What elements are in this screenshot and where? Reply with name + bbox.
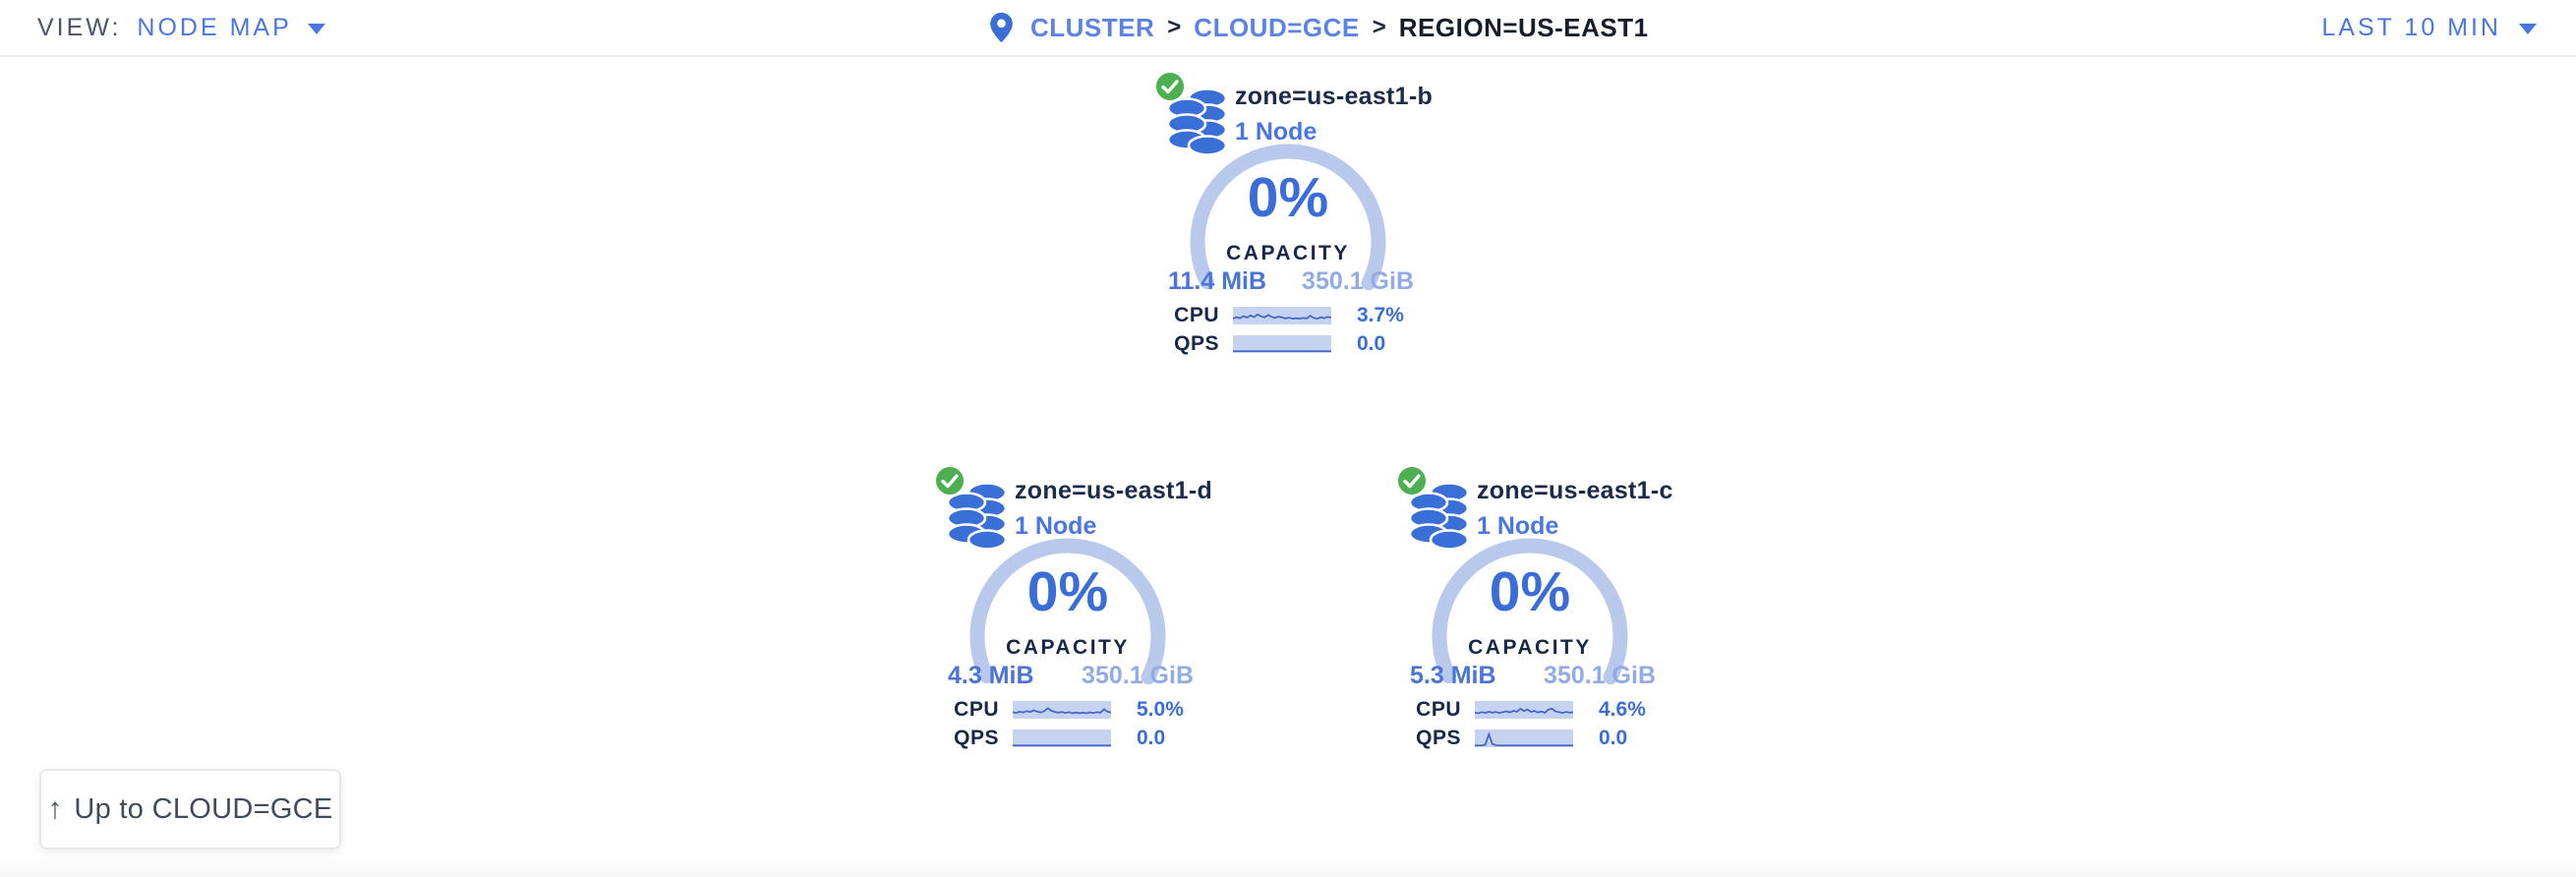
zone-node-count[interactable]: 1 Node xyxy=(1477,512,1559,540)
capacity-label: CAPACITY xyxy=(1226,242,1350,264)
capacity-usage-row: 5.3 MiB 350.1 GiB xyxy=(1410,662,1656,690)
capacity-label: CAPACITY xyxy=(1006,636,1130,659)
capacity-total: 350.1 GiB xyxy=(1302,267,1414,295)
qps-label: QPS xyxy=(954,727,999,749)
capacity-label: CAPACITY xyxy=(1468,636,1592,659)
qps-metric-row: QPS 0.0 xyxy=(920,727,1215,750)
qps-value: 0.0 xyxy=(1357,332,1386,355)
header-bar: VIEW: NODE MAP CLUSTER > CLOUD=GCE > REG… xyxy=(0,0,2576,57)
capacity-usage-row: 4.3 MiB 350.1 GiB xyxy=(948,662,1194,690)
map-pin-icon xyxy=(990,12,1013,43)
cpu-metric-row: CPU 3.7% xyxy=(1141,304,1435,327)
database-stack-icon xyxy=(1166,88,1228,156)
cpu-metric-row: CPU 5.0% xyxy=(920,698,1215,722)
healthy-check-icon xyxy=(1395,464,1429,497)
database-stack-icon xyxy=(946,482,1008,551)
cpu-value: 4.6% xyxy=(1599,698,1646,721)
qps-value: 0.0 xyxy=(1599,727,1628,749)
zone-card-us-east1-d[interactable]: zone=us-east1-d 1 Node 0% CAPACITY 4.3 M… xyxy=(920,459,1215,766)
qps-label: QPS xyxy=(1174,332,1219,355)
breadcrumb-cluster[interactable]: CLUSTER xyxy=(1030,12,1155,42)
database-stack-icon xyxy=(1408,482,1470,551)
zone-card-us-east1-c[interactable]: zone=us-east1-c 1 Node 0% CAPACITY 5.3 M… xyxy=(1382,459,1677,766)
capacity-ring-icon xyxy=(1190,144,1386,340)
zone-card-header: zone=us-east1-c 1 Node xyxy=(1477,477,1673,541)
view-label: VIEW: xyxy=(37,13,122,41)
qps-sparkline xyxy=(1475,730,1573,747)
capacity-usage-row: 11.4 MiB 350.1 GiB xyxy=(1168,267,1414,296)
capacity-gauge: 0% CAPACITY xyxy=(1432,538,1628,734)
chevron-down-icon xyxy=(307,24,325,34)
capacity-used: 4.3 MiB xyxy=(948,662,1034,689)
zone-card-header: zone=us-east1-d 1 Node xyxy=(1015,477,1212,541)
capacity-percent: 0% xyxy=(1026,560,1109,623)
cpu-sparkline xyxy=(1013,701,1111,719)
healthy-check-icon xyxy=(933,464,966,497)
cpu-label: CPU xyxy=(1174,304,1219,326)
cpu-label: CPU xyxy=(954,698,999,721)
time-range-value[interactable]: LAST 10 MIN xyxy=(2321,13,2501,41)
zone-node-count[interactable]: 1 Node xyxy=(1235,118,1317,146)
capacity-gauge: 0% CAPACITY xyxy=(969,538,1166,734)
capacity-gauge: 0% CAPACITY xyxy=(1190,144,1386,340)
cpu-metric-row: CPU 4.6% xyxy=(1382,698,1677,722)
up-button-label: Up to CLOUD=GCE xyxy=(74,792,333,825)
chevron-down-icon xyxy=(2519,24,2537,34)
capacity-ring-icon xyxy=(969,538,1166,734)
breadcrumb-cloud-gce[interactable]: CLOUD=GCE xyxy=(1194,12,1360,42)
zone-node-count[interactable]: 1 Node xyxy=(1015,512,1097,540)
cpu-sparkline xyxy=(1475,701,1573,719)
cpu-value: 5.0% xyxy=(1137,698,1184,721)
zone-title: zone=us-east1-d xyxy=(1015,477,1213,504)
capacity-used: 5.3 MiB xyxy=(1410,662,1496,689)
time-range-selector[interactable]: LAST 10 MIN xyxy=(2321,0,2537,55)
capacity-percent: 0% xyxy=(1489,560,1571,623)
zone-card-header: zone=us-east1-b 1 Node xyxy=(1235,83,1433,146)
capacity-used: 11.4 MiB xyxy=(1168,267,1267,295)
view-value[interactable]: NODE MAP xyxy=(137,13,292,41)
capacity-total: 350.1 GiB xyxy=(1082,662,1194,689)
view-selector[interactable]: VIEW: NODE MAP xyxy=(37,0,325,55)
qps-value: 0.0 xyxy=(1137,727,1166,749)
zone-title: zone=us-east1-b xyxy=(1235,83,1434,110)
healthy-check-icon xyxy=(1153,70,1187,103)
capacity-percent: 0% xyxy=(1247,166,1329,229)
up-to-parent-button[interactable]: ↑ Up to CLOUD=GCE xyxy=(39,769,341,849)
qps-metric-row: QPS 0.0 xyxy=(1382,727,1677,750)
bottom-edge-shadow xyxy=(0,855,2576,877)
breadcrumb-separator: > xyxy=(1372,14,1386,40)
breadcrumb-region-current: REGION=US-EAST1 xyxy=(1398,12,1649,42)
qps-sparkline xyxy=(1233,335,1331,353)
breadcrumb-separator: > xyxy=(1167,14,1182,40)
capacity-total: 350.1 GiB xyxy=(1544,662,1656,689)
cpu-value: 3.7% xyxy=(1357,304,1404,326)
breadcrumb: CLUSTER > CLOUD=GCE > REGION=US-EAST1 xyxy=(989,0,1649,55)
cpu-label: CPU xyxy=(1416,698,1461,721)
zone-title: zone=us-east1-c xyxy=(1477,477,1673,504)
cpu-sparkline xyxy=(1233,307,1331,324)
arrow-up-icon: ↑ xyxy=(47,792,63,825)
qps-sparkline xyxy=(1013,730,1111,747)
qps-metric-row: QPS 0.0 xyxy=(1141,332,1435,356)
qps-label: QPS xyxy=(1416,727,1461,749)
zone-card-us-east1-b[interactable]: zone=us-east1-b 1 Node 0% CAPACITY 11.4 … xyxy=(1141,65,1435,372)
capacity-ring-icon xyxy=(1432,538,1628,734)
